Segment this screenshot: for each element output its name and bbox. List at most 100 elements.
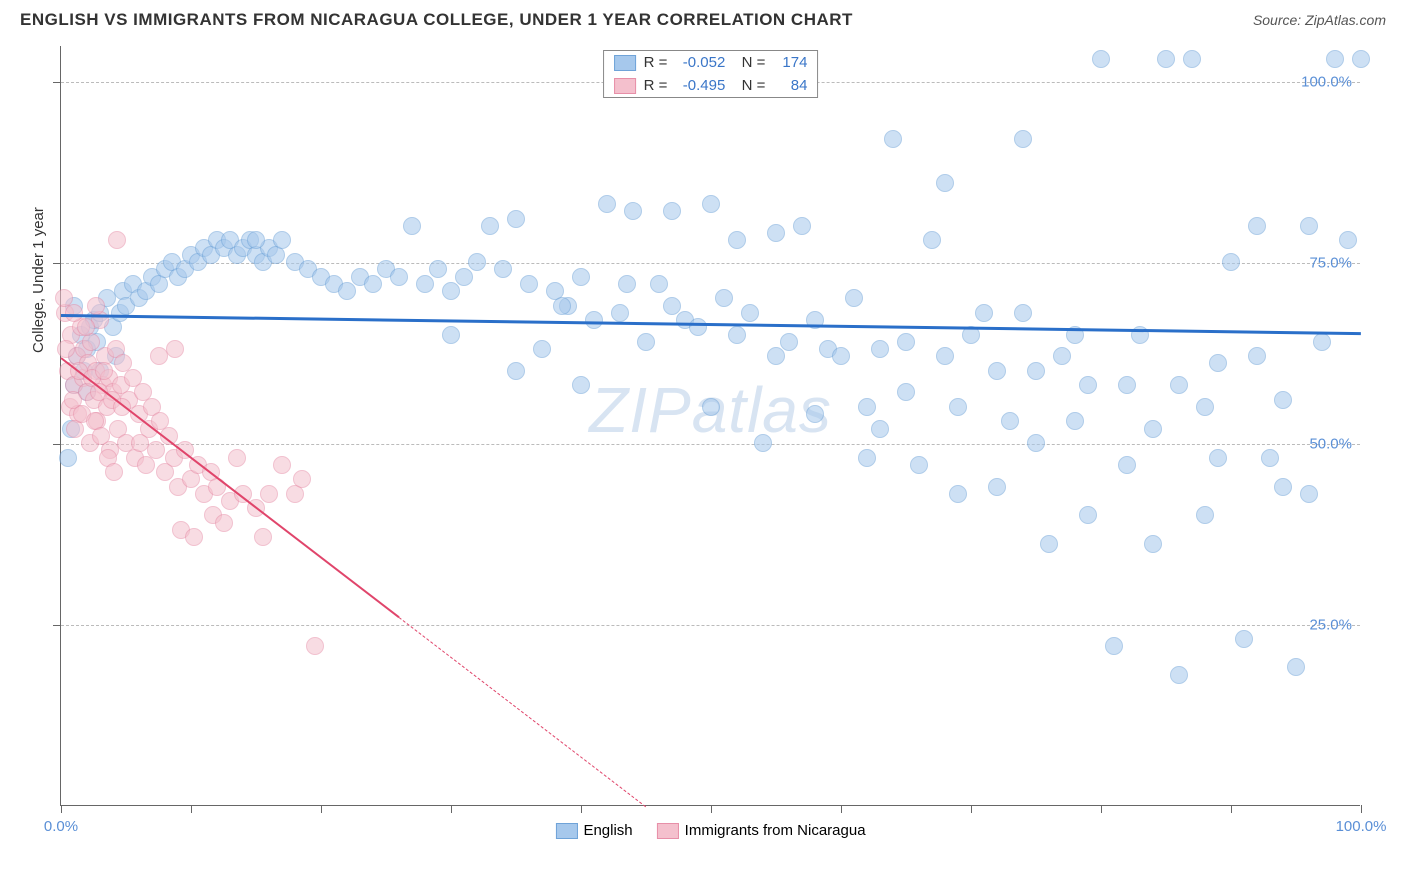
data-point [1027,362,1045,380]
data-point [1170,666,1188,684]
data-point [715,289,733,307]
trend-line [60,357,399,618]
data-point [910,456,928,474]
data-point [780,333,798,351]
data-point [1261,449,1279,467]
legend-swatch [614,55,636,71]
data-point [553,297,571,315]
y-tick [53,263,61,264]
data-point [845,289,863,307]
data-point [806,405,824,423]
y-tick-label: 25.0% [1309,617,1352,634]
trend-line [61,314,1361,335]
plot-area: ZIPatlas R =-0.052 N =174R =-0.495 N =84… [60,46,1360,806]
data-point [923,231,941,249]
data-point [166,340,184,358]
data-point [442,326,460,344]
legend-stats-row: R =-0.052 N =174 [604,51,818,74]
data-point [468,253,486,271]
legend-swatch [657,823,679,839]
data-point [1040,535,1058,553]
data-point [364,275,382,293]
data-point [650,275,668,293]
y-tick [53,82,61,83]
data-point [77,318,95,336]
x-tick [1231,805,1232,813]
legend-swatch [614,78,636,94]
data-point [481,217,499,235]
data-point [897,383,915,401]
data-point [1313,333,1331,351]
data-point [247,231,265,249]
data-point [1144,535,1162,553]
data-point [988,362,1006,380]
data-point [1235,630,1253,648]
data-point [215,514,233,532]
x-tick [191,805,192,813]
data-point [390,268,408,286]
data-point [702,195,720,213]
data-point [585,311,603,329]
stat-R-value: -0.052 [675,54,725,71]
legend-label: Immigrants from Nicaragua [685,822,866,839]
data-point [767,347,785,365]
data-point [108,231,126,249]
data-point [598,195,616,213]
y-tick-label: 50.0% [1309,436,1352,453]
data-point [858,398,876,416]
data-point [1209,449,1227,467]
legend-item: English [555,822,632,839]
data-point [1001,412,1019,430]
data-point [871,420,889,438]
data-point [637,333,655,351]
data-point [95,362,113,380]
data-point [429,260,447,278]
data-point [949,398,967,416]
data-point [1079,506,1097,524]
x-tick [61,805,62,813]
data-point [624,202,642,220]
data-point [618,275,636,293]
data-point [936,347,954,365]
y-tick-label: 75.0% [1309,255,1352,272]
data-point [1196,398,1214,416]
data-point [1300,485,1318,503]
data-point [1144,420,1162,438]
trend-line-extrapolated [399,617,647,807]
data-point [1339,231,1357,249]
data-point [403,217,421,235]
legend-item: Immigrants from Nicaragua [657,822,866,839]
stat-R-label: R = [644,77,668,94]
x-tick [971,805,972,813]
data-point [1066,412,1084,430]
legend-label: English [583,822,632,839]
data-point [1105,637,1123,655]
data-point [897,333,915,351]
data-point [1326,50,1344,68]
data-point [1157,50,1175,68]
data-point [1014,130,1032,148]
data-point [185,528,203,546]
data-point [1118,456,1136,474]
data-point [936,174,954,192]
x-tick [581,805,582,813]
data-point [147,441,165,459]
data-point [442,282,460,300]
data-point [533,340,551,358]
legend-stats-row: R =-0.495 N =84 [604,74,818,97]
series-legend: English Immigrants from Nicaragua [555,822,865,839]
data-point [754,434,772,452]
data-point [663,202,681,220]
data-point [1053,347,1071,365]
data-point [59,449,77,467]
data-point [689,318,707,336]
data-point [228,449,246,467]
data-point [793,217,811,235]
data-point [884,130,902,148]
y-tick [53,625,61,626]
data-point [1079,376,1097,394]
stat-N-label: N = [733,54,765,71]
data-point [1209,354,1227,372]
data-point [572,376,590,394]
data-point [728,231,746,249]
